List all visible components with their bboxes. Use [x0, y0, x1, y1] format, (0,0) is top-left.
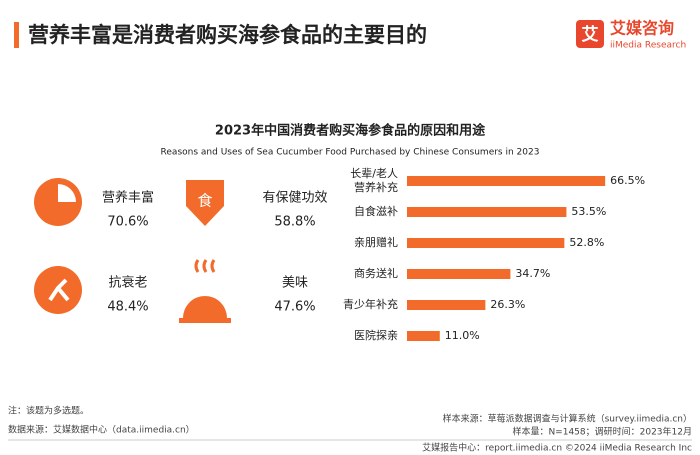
logo-text: 艾媒咨询: [610, 19, 674, 38]
bar: [407, 176, 606, 186]
logo-icon: [576, 20, 604, 48]
footer-credit: 艾媒报告中心：report.iimedia.cn ©2024 iiMedia R…: [422, 442, 692, 454]
icon-health: [186, 180, 224, 226]
logo-sub: iiMedia Research: [610, 41, 686, 51]
category-label: 商务送礼: [354, 266, 398, 280]
bar: [407, 331, 440, 341]
chart-subtitle: Reasons and Uses of Sea Cucumber Food Pu…: [161, 148, 540, 158]
highlight-value: 48.4%: [107, 300, 148, 315]
bar: [407, 207, 567, 217]
value-label: 52.8%: [569, 236, 604, 249]
icon-detail: [179, 318, 231, 323]
icon-detail: [194, 259, 216, 273]
icon-taste: [183, 296, 227, 318]
bar: [407, 300, 486, 310]
category-label: 长辈/老人营养补充: [350, 166, 398, 194]
bar: [407, 269, 511, 279]
logo-glyph: 艾: [582, 24, 599, 45]
page-title: 营养丰富是消费者购买海参食品的主要目的: [28, 23, 427, 47]
value-label: 53.5%: [571, 205, 606, 218]
category-label: 亲朋赠礼: [354, 235, 398, 249]
highlight-label: 营养丰富: [102, 190, 154, 206]
category-label: 自食滋补: [354, 204, 398, 218]
category-label: 青少年补充: [343, 297, 398, 311]
footer-source: 数据来源：艾媒数据中心（data.iimedia.cn）: [8, 424, 195, 436]
highlight-value: 58.8%: [274, 215, 315, 230]
chart-title: 2023年中国消费者购买海参食品的原因和用途: [215, 123, 486, 139]
bar: [407, 238, 565, 248]
title-accent: [14, 22, 19, 48]
highlight-label: 美味: [282, 276, 308, 291]
highlight-label: 有保健功效: [262, 191, 327, 206]
value-label: 34.7%: [515, 267, 550, 280]
icon-detail: [48, 278, 70, 302]
icon-detail: [58, 184, 76, 202]
highlight-label: 抗衰老: [108, 275, 147, 291]
footer-note: 注：该题为多选题。: [8, 405, 89, 417]
icon-glyph: 食: [197, 192, 212, 210]
category-label: 医院探亲: [354, 328, 398, 342]
footer-sample: 样本量：N=1458；调研时间：2023年12月: [512, 426, 692, 438]
highlight-icons: 食: [34, 178, 231, 323]
value-label: 11.0%: [445, 329, 480, 342]
highlight-value: 47.6%: [274, 300, 315, 315]
value-label: 66.5%: [610, 174, 645, 187]
highlight-value: 70.6%: [107, 215, 148, 230]
footer-sample-source: 样本来源：草莓派数据调查与计算系统（survey.iimedia.cn）: [443, 413, 692, 425]
value-label: 26.3%: [490, 298, 525, 311]
